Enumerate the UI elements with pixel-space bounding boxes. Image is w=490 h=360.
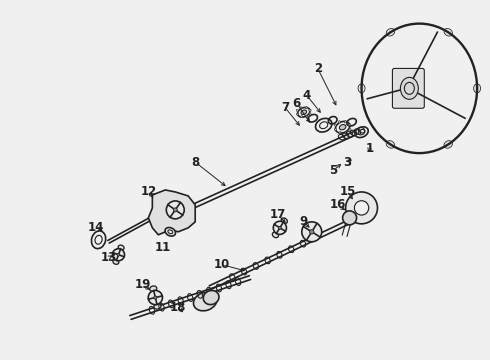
Ellipse shape (203, 291, 219, 305)
Ellipse shape (327, 116, 338, 125)
Text: 8: 8 (191, 156, 199, 168)
Ellipse shape (296, 107, 311, 118)
Text: 10: 10 (214, 258, 230, 271)
Text: 6: 6 (293, 97, 301, 110)
Text: 7: 7 (281, 101, 289, 114)
Ellipse shape (334, 129, 337, 130)
Text: 2: 2 (314, 62, 322, 75)
Text: 4: 4 (303, 89, 311, 102)
Text: 14: 14 (87, 221, 104, 234)
Circle shape (117, 253, 120, 256)
Text: 15: 15 (340, 185, 356, 198)
Ellipse shape (340, 125, 346, 130)
Ellipse shape (400, 77, 418, 99)
Text: 1: 1 (366, 141, 373, 155)
Ellipse shape (309, 109, 311, 111)
Ellipse shape (306, 115, 307, 118)
Ellipse shape (300, 116, 302, 118)
Text: 18: 18 (170, 301, 187, 314)
FancyBboxPatch shape (392, 68, 424, 108)
Circle shape (113, 249, 124, 261)
Text: 17: 17 (270, 208, 286, 221)
Ellipse shape (339, 121, 340, 123)
Ellipse shape (154, 303, 161, 309)
Circle shape (343, 211, 357, 225)
Ellipse shape (301, 110, 307, 114)
Text: 3: 3 (343, 156, 352, 168)
Circle shape (345, 192, 377, 224)
Ellipse shape (349, 128, 351, 130)
Ellipse shape (386, 141, 394, 148)
Ellipse shape (118, 245, 124, 250)
Ellipse shape (194, 292, 217, 311)
Ellipse shape (474, 84, 481, 93)
Ellipse shape (348, 124, 351, 126)
Ellipse shape (358, 84, 365, 93)
Ellipse shape (344, 121, 346, 123)
Ellipse shape (354, 126, 369, 139)
Ellipse shape (444, 28, 452, 36)
Ellipse shape (307, 113, 318, 123)
Text: 9: 9 (300, 215, 308, 228)
Circle shape (166, 201, 184, 219)
Ellipse shape (386, 28, 394, 36)
Ellipse shape (309, 113, 311, 115)
Circle shape (148, 291, 163, 305)
Text: 5: 5 (330, 163, 338, 176)
Ellipse shape (305, 107, 307, 109)
Ellipse shape (165, 228, 175, 236)
Ellipse shape (296, 113, 299, 115)
Polygon shape (148, 190, 195, 235)
Text: 19: 19 (134, 278, 150, 291)
Circle shape (278, 226, 281, 229)
Text: 16: 16 (329, 198, 346, 211)
Ellipse shape (150, 286, 157, 292)
Ellipse shape (281, 218, 288, 224)
Text: 12: 12 (140, 185, 156, 198)
Ellipse shape (315, 117, 333, 133)
Ellipse shape (444, 141, 452, 148)
Ellipse shape (346, 117, 357, 127)
Circle shape (354, 201, 368, 215)
Text: 11: 11 (154, 241, 171, 254)
Circle shape (310, 230, 314, 234)
Ellipse shape (339, 131, 341, 134)
Circle shape (302, 222, 322, 242)
Ellipse shape (300, 107, 302, 109)
Circle shape (173, 208, 177, 212)
Ellipse shape (296, 109, 298, 112)
Circle shape (154, 296, 157, 299)
Ellipse shape (334, 124, 336, 126)
Ellipse shape (92, 231, 106, 249)
Ellipse shape (345, 131, 347, 134)
Ellipse shape (335, 120, 351, 134)
Text: 13: 13 (100, 251, 117, 264)
Ellipse shape (113, 260, 119, 264)
Circle shape (273, 221, 287, 234)
Ellipse shape (272, 232, 278, 238)
